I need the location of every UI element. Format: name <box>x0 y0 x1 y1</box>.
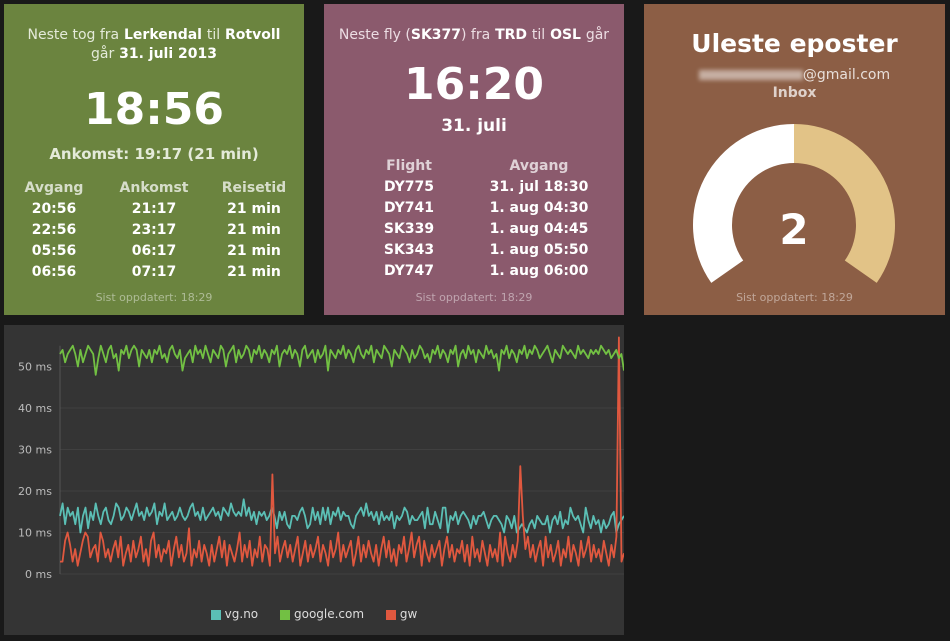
ping-graph-widget: 0 ms 10 ms 20 ms 30 ms 40 ms 50 ms vg.no goog… <box>4 325 624 635</box>
legend-label: gw <box>399 607 418 621</box>
legend-label: vg.no <box>224 607 259 621</box>
cell: DY747 <box>384 263 434 279</box>
column-header: Reisetid <box>221 180 287 196</box>
cell: 05:56 <box>31 243 77 259</box>
train-header: Neste tog fra Lerkendal til Rotvoll går … <box>4 26 304 64</box>
cell: 1. aug 05:50 <box>489 242 589 258</box>
flight-header-prefix: Neste fly ( <box>338 27 411 43</box>
ping-chart: 0 ms 10 ms 20 ms 30 ms 40 ms 50 ms <box>18 336 624 581</box>
gauge-fill <box>794 124 895 283</box>
unread-gauge: 2 <box>693 124 895 283</box>
train-date-prefix: går <box>91 46 115 62</box>
flight-from: TRD <box>495 27 528 43</box>
cell: DY775 <box>384 179 434 195</box>
train-header-prefix: Neste tog fra <box>27 27 120 43</box>
column-header: Avgang <box>24 180 84 196</box>
flight-departure-time: 16:20 <box>403 59 545 110</box>
train-row: 06:56 07:17 21 min <box>4 262 304 283</box>
cell: 1. aug 04:45 <box>489 221 589 237</box>
cell: 21 min <box>227 201 281 217</box>
flight-header-suffix: går <box>585 27 610 43</box>
legend-label: google.com <box>293 607 365 621</box>
train-row: 22:56 23:17 21 min <box>4 220 304 241</box>
gauge-track <box>693 124 794 283</box>
y-tick-label: 30 ms <box>18 444 52 457</box>
train-date: 31. juli 2013 <box>119 46 217 62</box>
cell: 21:17 <box>131 201 177 217</box>
cell: SK343 <box>383 242 435 258</box>
train-widget: Neste tog fra Lerkendal til Rotvoll går … <box>4 4 304 315</box>
legend-swatch <box>210 609 221 620</box>
flight-row: DY741 1. aug 04:30 <box>344 198 604 219</box>
train-table-header: Avgang Ankomst Reisetid <box>4 178 304 199</box>
cell: 22:56 <box>31 222 77 238</box>
email-address: @gmail.com <box>644 67 945 83</box>
cell: 21 min <box>227 243 281 259</box>
cell: 06:56 <box>31 264 77 280</box>
cell: SK339 <box>383 221 435 237</box>
cell: 1. aug 06:00 <box>489 263 589 279</box>
train-table: Avgang Ankomst Reisetid 20:56 21:17 21 min… <box>4 178 304 283</box>
flight-last-updated: Sist oppdatert: 18:29 <box>415 291 533 304</box>
y-tick-label: 50 ms <box>18 361 52 374</box>
flight-row: SK343 1. aug 05:50 <box>344 240 604 261</box>
legend-item-gw: gw <box>385 607 418 621</box>
train-to: Rotvoll <box>225 27 281 43</box>
unread-count: 2 <box>779 205 808 254</box>
series-line-google-com <box>59 344 624 376</box>
cell: 21 min <box>227 264 281 280</box>
flight-header: Neste fly (SK377) fra TRD til OSL går <box>324 26 624 45</box>
cell: 23:17 <box>131 222 177 238</box>
flight-row: DY747 1. aug 06:00 <box>344 261 604 282</box>
email-folder: Inbox <box>772 85 817 101</box>
column-header: Avgang <box>509 158 569 174</box>
y-tick-label: 40 ms <box>18 402 52 415</box>
flight-header-til: til <box>531 27 546 43</box>
cell: 06:17 <box>131 243 177 259</box>
train-last-updated: Sist oppdatert: 18:29 <box>95 291 213 304</box>
train-row: 20:56 21:17 21 min <box>4 199 304 220</box>
chart-legend: vg.no google.com gw <box>4 607 624 621</box>
y-tick-label: 10 ms <box>18 527 52 540</box>
flight-date: 31. juli <box>441 116 507 136</box>
series-line-vg-no <box>59 498 624 534</box>
cell: 1. aug 04:30 <box>489 200 589 216</box>
email-domain: @gmail.com <box>802 67 891 83</box>
train-arrival: Ankomst: 19:17 (21 min) <box>49 145 259 163</box>
train-from: Lerkendal <box>124 27 202 43</box>
legend-item-google: google.com <box>279 607 365 621</box>
series-line-gw <box>60 336 624 567</box>
flight-row: SK339 1. aug 04:45 <box>344 219 604 240</box>
email-last-updated: Sist oppdatert: 18:29 <box>736 291 853 304</box>
train-departure-time: 18:56 <box>83 84 225 135</box>
y-tick-label: 20 ms <box>18 485 52 498</box>
legend-item-vg: vg.no <box>210 607 259 621</box>
flight-table: Flight Avgang DY775 31. jul 18:30 DY741 1.… <box>324 156 624 282</box>
train-header-mid: til <box>206 27 221 43</box>
cell: 21 min <box>227 222 281 238</box>
flight-widget: Neste fly (SK377) fra TRD til OSL går 16… <box>324 4 624 315</box>
email-title: Uleste eposter <box>691 29 898 58</box>
flight-to: OSL <box>550 27 581 43</box>
column-header: Ankomst <box>119 180 189 196</box>
redacted-email-user <box>698 70 803 80</box>
cell: DY741 <box>384 200 434 216</box>
train-row: 05:56 06:17 21 min <box>4 241 304 262</box>
y-tick-label: 0 ms <box>25 568 52 581</box>
cell: 07:17 <box>131 264 177 280</box>
cell: 31. jul 18:30 <box>489 179 589 195</box>
flight-table-header: Flight Avgang <box>344 156 604 177</box>
column-header: Flight <box>386 158 432 174</box>
legend-swatch <box>385 609 396 620</box>
flight-code: SK377 <box>410 27 462 43</box>
email-widget: Uleste eposter @gmail.com Inbox 2 Sist o… <box>644 4 945 315</box>
flight-row: DY775 31. jul 18:30 <box>344 177 604 198</box>
legend-swatch <box>279 609 290 620</box>
cell: 20:56 <box>31 201 77 217</box>
flight-header-mid: ) fra <box>461 27 491 43</box>
